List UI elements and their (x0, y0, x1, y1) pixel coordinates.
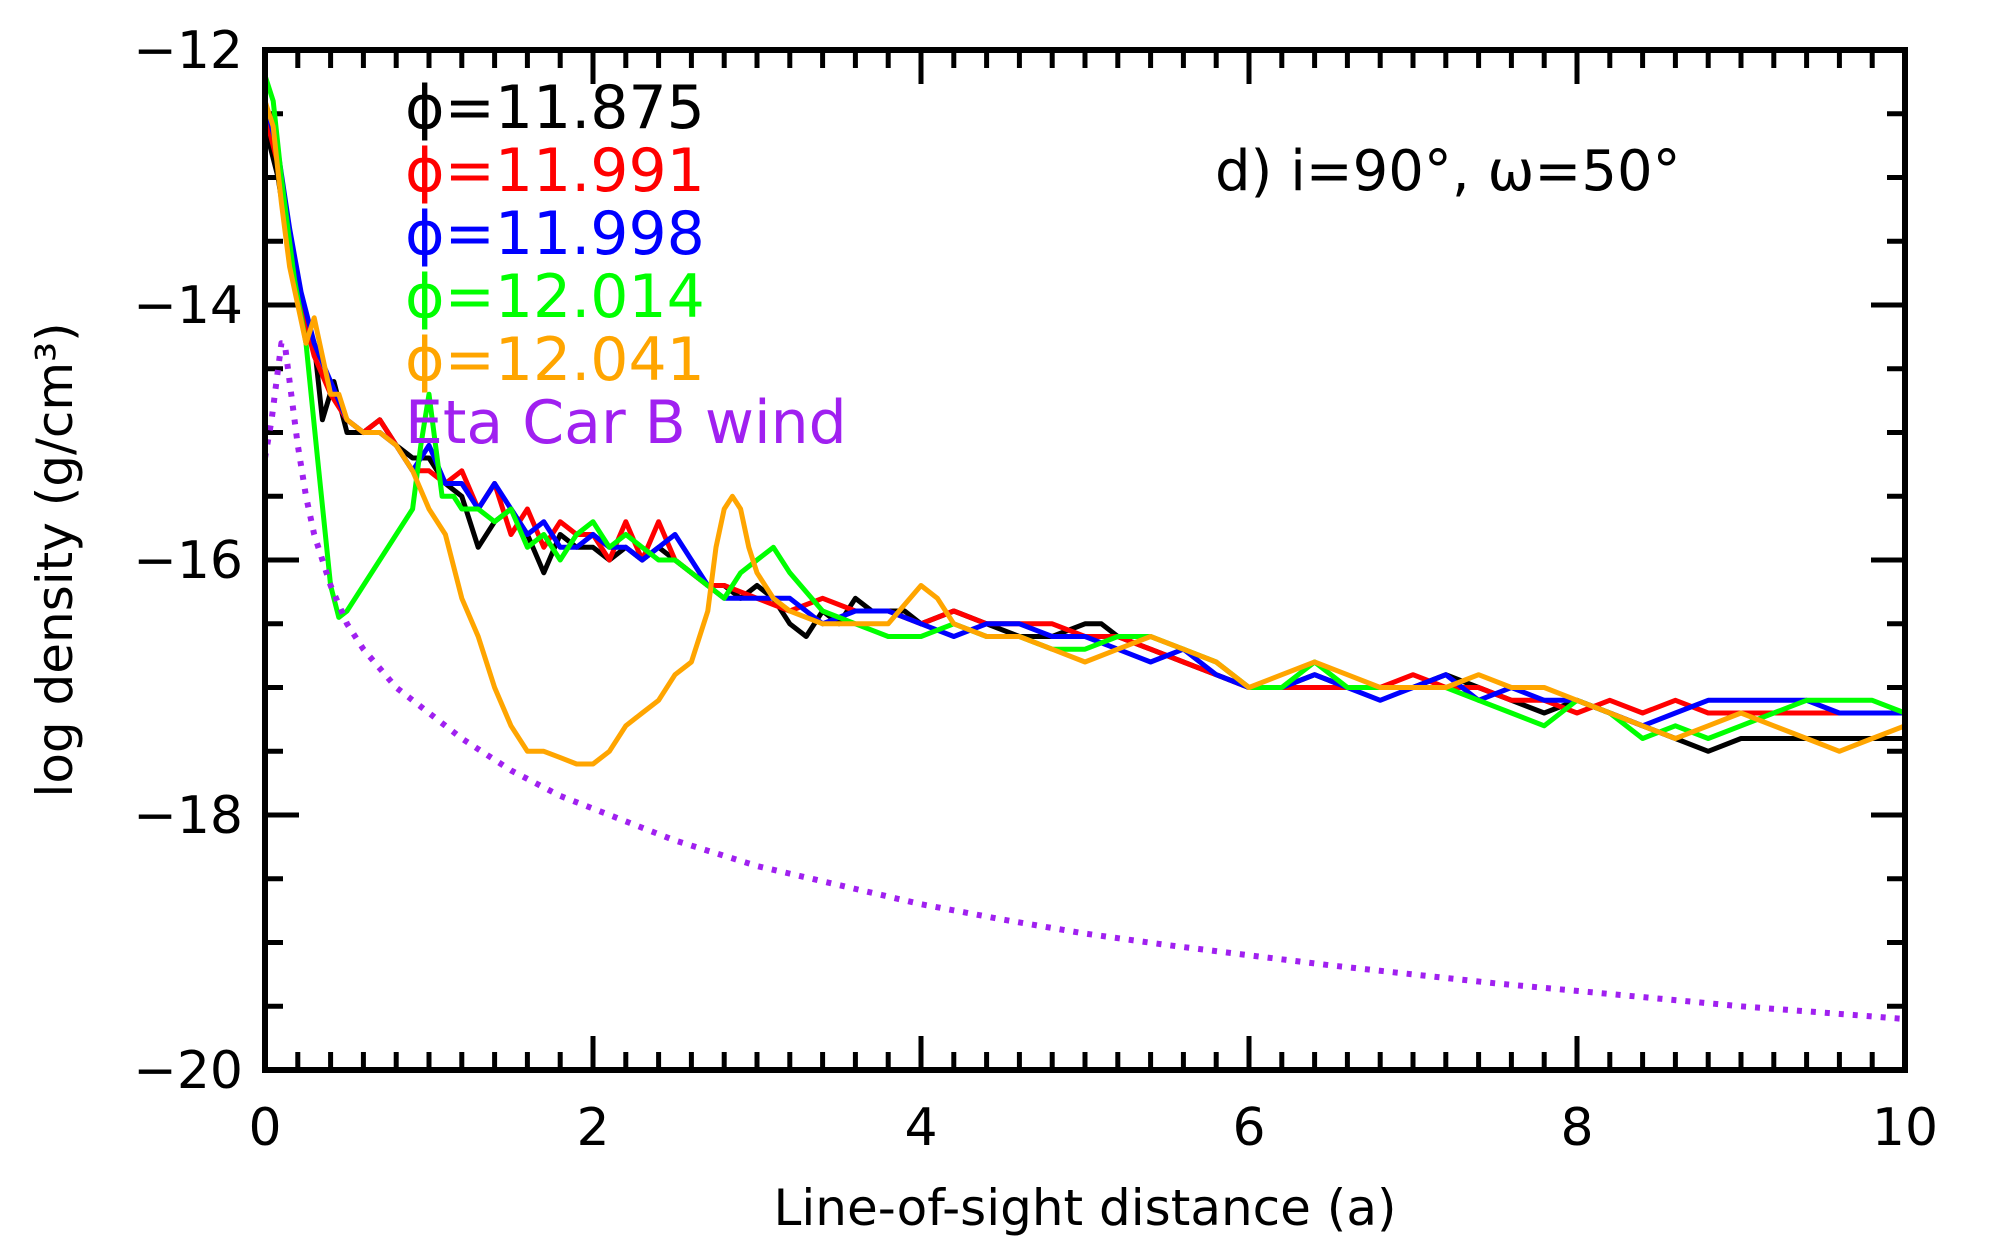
y-axis-title: log density (g/cm³) (26, 322, 84, 797)
x-tick-label: 0 (248, 1098, 281, 1158)
x-tick-label: 10 (1872, 1098, 1938, 1158)
legend-entry: ϕ=12.041 (405, 325, 705, 395)
x-tick-label: 6 (1232, 1098, 1265, 1158)
x-tick-label: 8 (1560, 1098, 1593, 1158)
y-tick-label: −18 (133, 786, 243, 846)
x-tick-label: 2 (576, 1098, 609, 1158)
legend-entry: ϕ=11.991 (405, 136, 705, 206)
x-tick-labels: 0 2 4 6 8 10 (248, 1098, 1938, 1158)
y-tick-label: −20 (133, 1041, 243, 1101)
legend-entry: Eta Car B wind (405, 388, 847, 458)
chart-series (262, 74, 1906, 1022)
panel-annotation: d) i=90°, ω=50° (1215, 139, 1681, 204)
y-tick-label: −12 (133, 21, 243, 81)
legend-entry: ϕ=11.998 (405, 199, 705, 269)
legend: ϕ=11.875ϕ=11.991ϕ=11.998ϕ=12.014ϕ=12.041… (405, 73, 847, 458)
legend-entry: ϕ=11.875 (405, 73, 705, 143)
series-line (262, 74, 1906, 741)
series-line (262, 100, 1906, 767)
legend-entry: ϕ=12.014 (405, 262, 705, 332)
plot-frame (262, 47, 1908, 1073)
x-tick-label: 4 (904, 1098, 937, 1158)
series-line (262, 340, 1906, 1022)
y-tick-label: −14 (133, 276, 243, 336)
y-tick-labels: −20 −18 −16 −14 −12 (133, 21, 243, 1101)
y-tick-label: −16 (133, 531, 243, 591)
x-axis-title: Line-of-sight distance (a) (774, 1179, 1397, 1237)
